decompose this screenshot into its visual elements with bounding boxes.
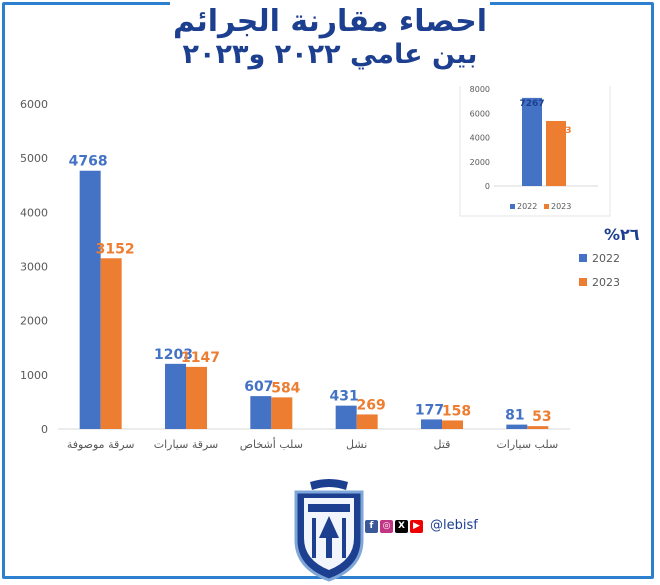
y-tick-label: 4000 <box>20 206 48 219</box>
x-tick-label: سرقة موصوفة <box>67 438 135 451</box>
data-label-2023: 584 <box>271 380 300 396</box>
reduction-annotation: انخفاض بنسبة ٢٦.٢% <box>604 225 640 244</box>
inset-legend-label: 2022 <box>517 202 537 211</box>
bar-2022 <box>165 363 186 429</box>
data-label-2022: 4768 <box>69 154 108 170</box>
bar-2023 <box>356 414 378 429</box>
bar-2022 <box>335 405 357 429</box>
bar-2023 <box>186 366 207 429</box>
youtube-icon[interactable]: ▶ <box>410 519 423 533</box>
y-tick-label: 2000 <box>20 315 48 328</box>
bar-2022 <box>79 170 101 429</box>
inset-legend-swatch <box>510 204 515 209</box>
inset-bar <box>546 120 566 186</box>
inset-bar <box>522 97 542 186</box>
data-label-2023: 3152 <box>96 241 135 257</box>
y-tick-label: 3000 <box>20 261 48 274</box>
legend-swatch <box>579 254 587 262</box>
data-label-2023: 53 <box>532 409 551 425</box>
bar-2022 <box>250 396 272 429</box>
bar-2022 <box>506 424 528 429</box>
data-label-2023: 1147 <box>181 350 220 366</box>
x-tick-label: سرقة سيارات <box>154 438 219 451</box>
y-tick-label: 6000 <box>20 98 48 111</box>
x-tick-label: نشل <box>346 438 367 451</box>
data-label-2023: 269 <box>357 397 386 413</box>
instagram-icon[interactable]: ◎ <box>380 519 393 533</box>
bar-2022 <box>421 419 442 429</box>
legend-label: 2022 <box>592 252 620 265</box>
inset-data-label: 5363 <box>546 126 571 136</box>
bar-2023 <box>442 420 463 429</box>
x-icon[interactable]: X <box>395 519 408 533</box>
page-title: احصاء مقارنة الجرائم <box>170 2 490 42</box>
data-label-2022: 607 <box>244 379 273 395</box>
inset-legend-swatch <box>544 204 549 209</box>
bar-2023 <box>271 397 293 429</box>
inset-y-tick-label: 8000 <box>470 86 490 94</box>
data-label-2022: 431 <box>330 389 359 405</box>
x-tick-label: قتل <box>434 438 451 451</box>
y-tick-label: 5000 <box>20 152 48 165</box>
inset-y-tick-label: 4000 <box>470 134 490 143</box>
inset-y-tick-label: 2000 <box>470 158 490 167</box>
isf-logo-icon <box>294 479 364 582</box>
social-handle: @lebisf <box>430 518 478 533</box>
data-label-2022: 177 <box>415 402 444 418</box>
data-label-2022: 1203 <box>154 347 193 363</box>
bar-2023 <box>100 258 122 429</box>
y-tick-label: 1000 <box>20 369 48 382</box>
data-label-2022: 81 <box>505 408 524 424</box>
x-tick-label: سلب سيارات <box>496 438 558 451</box>
chart-panel: 0 1000 2000 3000 4000 5000 6000 4768 3152 سرقة مو… <box>8 66 660 458</box>
facebook-icon[interactable]: f <box>365 519 378 533</box>
x-tick-label: سلب أشخاص <box>240 437 303 451</box>
main-chart: 0 1000 2000 3000 4000 5000 6000 4768 3152 سرقة مو… <box>20 66 660 451</box>
y-tick-label: 0 <box>41 423 48 436</box>
inset-y-tick-label: 0 <box>485 182 490 191</box>
legend-label: 2023 <box>592 276 620 289</box>
legend-swatch <box>579 278 587 286</box>
page-subtitle: بين عامي ٢٠٢٢ و٢٠٢٣ <box>182 39 478 70</box>
bar-2023 <box>527 426 549 429</box>
data-label-2023: 158 <box>442 403 471 419</box>
inset-legend-label: 2023 <box>551 202 571 211</box>
inset-y-tick-label: 6000 <box>470 109 490 118</box>
inset-data-label: 7267 <box>519 99 544 109</box>
social-icons: f ◎ X ▶ <box>365 518 427 534</box>
